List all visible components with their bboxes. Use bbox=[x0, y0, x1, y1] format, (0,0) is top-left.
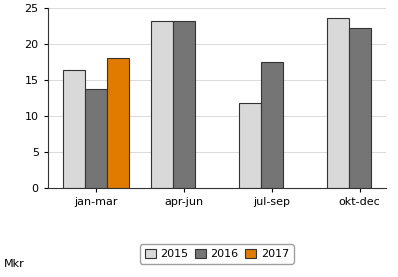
Bar bbox=[85, 89, 107, 188]
Legend: 2015, 2016, 2017: 2015, 2016, 2017 bbox=[140, 244, 294, 264]
Bar bbox=[151, 21, 173, 188]
Bar bbox=[327, 18, 349, 188]
Bar bbox=[173, 21, 195, 188]
Bar bbox=[107, 58, 129, 188]
Bar bbox=[63, 70, 85, 188]
Bar bbox=[349, 29, 371, 188]
Text: Mkr: Mkr bbox=[4, 259, 25, 269]
Bar bbox=[261, 61, 283, 188]
Bar bbox=[239, 103, 261, 188]
